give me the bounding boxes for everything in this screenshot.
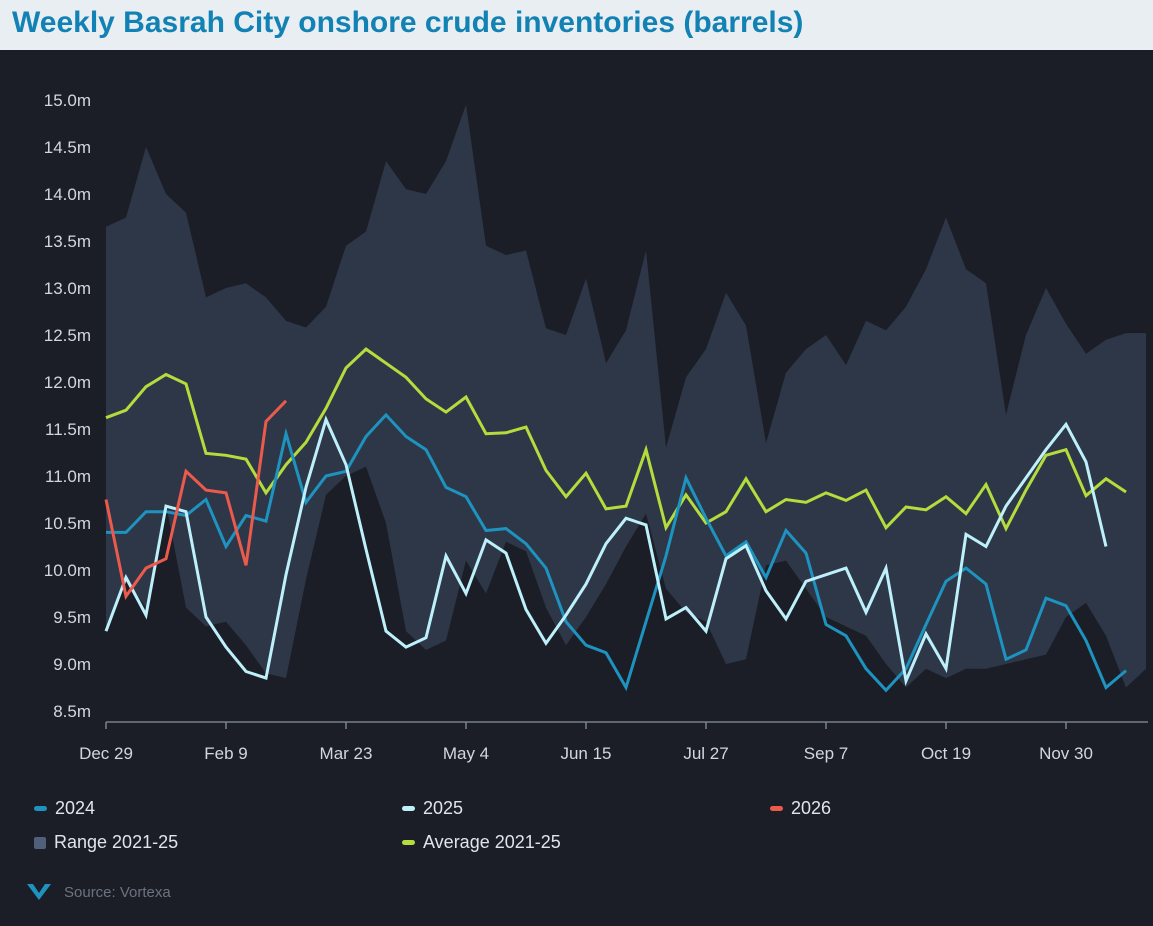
- y-tick-label: 12.5m: [44, 326, 91, 345]
- vortexa-logo-icon: [27, 884, 51, 900]
- y-tick-label: 14.5m: [44, 138, 91, 157]
- legend-label-average: Average 2021-25: [423, 832, 561, 852]
- legend-item-average[interactable]: Average 2021-25: [402, 832, 561, 853]
- legend-label-2026: 2026: [791, 798, 832, 818]
- y-tick-label: 9.0m: [53, 655, 91, 674]
- chart-title: Weekly Basrah City onshore crude invento…: [12, 6, 804, 39]
- y-tick-label: 13.0m: [44, 279, 91, 298]
- series-2024-line: [106, 412, 1127, 693]
- legend-item-range[interactable]: Range 2021-25: [34, 832, 178, 853]
- x-tick-label: May 4: [443, 744, 489, 763]
- legend-item-2025[interactable]: 2025: [402, 798, 463, 819]
- legend-item-2026[interactable]: 2026: [770, 798, 831, 819]
- y-tick-label: 13.5m: [44, 232, 91, 251]
- legend-swatch-average: [402, 840, 415, 845]
- source-text: Source: Vortexa: [64, 883, 171, 901]
- legend-item-2024[interactable]: 2024: [34, 798, 95, 819]
- x-tick-label: Dec 29: [79, 744, 133, 763]
- legend-label-2024: 2024: [55, 798, 96, 818]
- y-tick-label: 10.5m: [44, 514, 91, 533]
- series-2026-line: [104, 399, 288, 600]
- x-tick-label: Nov 30: [1039, 744, 1093, 763]
- y-tick-label: 10.0m: [44, 561, 91, 580]
- legend-swatch-range: [34, 836, 46, 849]
- x-tick-label: Jul 27: [683, 744, 728, 763]
- y-tick-label: 11.5m: [45, 420, 91, 439]
- series-2025-line: [104, 415, 1108, 687]
- legend-swatch-2025: [402, 806, 415, 811]
- y-tick-label: 14.0m: [44, 185, 91, 204]
- y-tick-label: 12.0m: [44, 373, 91, 392]
- x-tick-label: Sep 7: [804, 744, 848, 763]
- legend-swatch-2024: [34, 806, 47, 811]
- legend-label-range: Range 2021-25: [54, 832, 179, 852]
- x-tick-label: Jun 15: [560, 744, 611, 763]
- x-tick-label: Mar 23: [320, 744, 373, 763]
- x-tick-label: Oct 19: [921, 744, 971, 763]
- legend-swatch-2026: [770, 806, 783, 811]
- range-2021-25-band: [106, 104, 1146, 688]
- x-tick-label: Feb 9: [204, 744, 247, 763]
- y-tick-label: 15.0m: [44, 91, 91, 110]
- legend-label-2025: 2025: [423, 798, 464, 818]
- y-tick-label: 9.5m: [53, 608, 91, 627]
- source-note: Source: Vortexa: [26, 882, 171, 902]
- title-bar: Weekly Basrah City onshore crude invento…: [0, 0, 1153, 50]
- y-tick-label: 8.5m: [53, 702, 91, 721]
- y-tick-label: 11.0m: [45, 467, 91, 486]
- chart-plot: Dec 29 Feb 9 Mar 23 May 4 Jun 15 Jul 27 Sep 7 O…: [44, 91, 1148, 763]
